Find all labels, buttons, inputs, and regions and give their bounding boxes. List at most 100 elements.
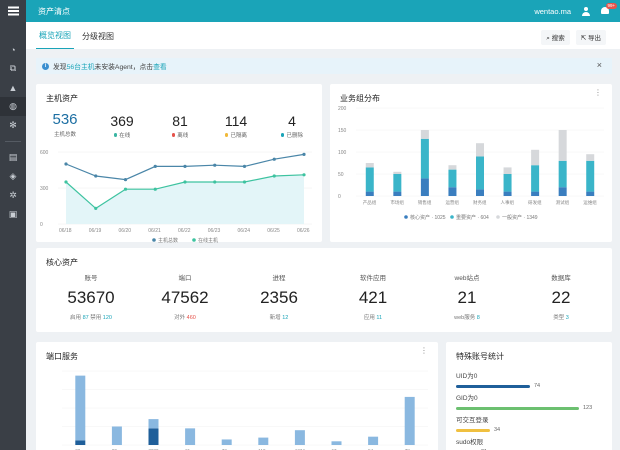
bar-segment[interactable] xyxy=(503,167,512,174)
data-point[interactable] xyxy=(64,162,68,166)
user-icon[interactable] xyxy=(581,6,590,16)
export-button[interactable]: ⇱ 导出 xyxy=(575,30,606,45)
host-stat[interactable]: 369 在线 xyxy=(102,113,142,139)
bar-segment[interactable] xyxy=(531,149,540,166)
data-point[interactable] xyxy=(272,157,276,161)
core-asset-item[interactable]: web站点 21 web服务 8 xyxy=(422,272,512,321)
bar-segment[interactable] xyxy=(294,430,305,445)
bar-segment[interactable] xyxy=(111,426,122,446)
bar-segment[interactable] xyxy=(586,160,595,192)
host-stat[interactable]: 81 离线 xyxy=(160,113,200,139)
bar-segment[interactable] xyxy=(476,189,484,196)
bar-segment[interactable] xyxy=(331,441,342,445)
topology-icon[interactable]: ⧉ xyxy=(9,63,17,73)
dashboard-icon[interactable]: ◔ xyxy=(10,44,16,55)
host-stat-label: 在线 xyxy=(102,131,142,139)
shield-icon[interactable]: ◈ xyxy=(9,171,17,181)
bar-segment[interactable] xyxy=(558,130,567,161)
bar-segment[interactable] xyxy=(365,167,374,192)
bar-segment[interactable] xyxy=(365,191,374,196)
inbox-icon[interactable]: ▣ xyxy=(8,209,18,219)
bar-segment[interactable] xyxy=(75,440,86,445)
core-asset-item[interactable]: 软件应用 421 应用 11 xyxy=(328,272,418,321)
gear-icon[interactable]: ✻ xyxy=(9,120,17,130)
core-asset-item[interactable]: 数据库 22 类型 3 xyxy=(516,272,606,321)
bar-segment[interactable] xyxy=(185,428,196,445)
bar-segment[interactable] xyxy=(586,191,595,196)
warning-icon[interactable]: ▲ xyxy=(8,82,18,93)
bar-segment[interactable] xyxy=(420,138,429,179)
legend-dot xyxy=(450,215,454,219)
bar-segment[interactable] xyxy=(148,428,159,445)
notification-icon[interactable]: 99+ xyxy=(600,3,617,16)
data-point[interactable] xyxy=(213,163,217,167)
file-icon[interactable]: ▤ xyxy=(8,152,18,162)
bar-segment[interactable] xyxy=(476,143,484,157)
bar-segment[interactable] xyxy=(531,165,540,192)
bar-segment[interactable] xyxy=(448,165,457,170)
alert-view-link[interactable]: 查看 xyxy=(153,64,167,71)
core-asset-item[interactable]: 账号 53670 启用 87 禁用 120 xyxy=(46,272,136,321)
data-point[interactable] xyxy=(94,174,98,178)
core-assets-title: 核心资产 xyxy=(46,258,78,267)
bar-segment[interactable] xyxy=(404,396,415,445)
data-point[interactable] xyxy=(302,152,306,156)
special-account-row[interactable]: UID为0 74 xyxy=(456,370,616,389)
bar-segment[interactable] xyxy=(476,156,484,190)
data-point[interactable] xyxy=(64,180,68,184)
bar-segment[interactable] xyxy=(368,436,379,445)
bar-segment[interactable] xyxy=(258,437,269,445)
data-point[interactable] xyxy=(123,187,128,191)
tab-graded[interactable]: 分级视图 xyxy=(82,32,114,41)
bar-segment[interactable] xyxy=(448,169,457,188)
search-button[interactable]: ⌕ 搜索 xyxy=(541,30,570,45)
close-icon[interactable]: × xyxy=(596,60,602,70)
bar-segment[interactable] xyxy=(221,439,232,445)
data-point[interactable] xyxy=(272,174,276,178)
bar-segment[interactable] xyxy=(365,163,374,168)
data-point[interactable] xyxy=(183,164,187,168)
x-tick-label: 67 xyxy=(332,448,338,450)
more-icon[interactable]: ⋮ xyxy=(594,88,602,97)
data-point[interactable] xyxy=(94,206,98,210)
bar-segment[interactable] xyxy=(503,191,512,196)
bar-segment[interactable] xyxy=(558,160,567,188)
gear-shield-icon[interactable]: ✲ xyxy=(9,190,17,200)
data-point[interactable] xyxy=(213,180,217,184)
bar-segment[interactable] xyxy=(503,174,512,192)
data-point[interactable] xyxy=(242,180,247,184)
tab-overview[interactable]: 概览视图 xyxy=(36,30,74,49)
special-account-row[interactable]: 可交互登录 34 xyxy=(456,414,616,433)
data-point[interactable] xyxy=(153,164,157,168)
menu-toggle-button[interactable] xyxy=(0,0,26,22)
data-point[interactable] xyxy=(183,180,187,184)
bar-segment[interactable] xyxy=(393,174,402,192)
bar-segment[interactable] xyxy=(75,375,86,441)
bar-segment[interactable] xyxy=(448,187,457,196)
alert-host-link[interactable]: 56台主机 xyxy=(66,64,95,71)
core-asset-item[interactable]: 进程 2356 新增 12 xyxy=(234,272,324,321)
bar-segment[interactable] xyxy=(558,187,567,196)
bar-segment[interactable] xyxy=(420,178,429,196)
bar-segment[interactable] xyxy=(420,130,429,139)
data-point[interactable] xyxy=(153,187,157,191)
bar-segment[interactable] xyxy=(586,154,595,161)
bar-segment[interactable] xyxy=(393,191,402,196)
host-total-stat[interactable]: 536 主机总数 xyxy=(44,111,86,138)
data-point[interactable] xyxy=(302,173,306,177)
core-asset-label: 端口 xyxy=(178,275,192,282)
bar-segment[interactable] xyxy=(393,171,402,174)
export-icon: ⇱ xyxy=(580,35,587,42)
host-stat[interactable]: 4 已删除 xyxy=(272,113,312,139)
bar-segment[interactable] xyxy=(148,419,159,429)
special-account-row[interactable]: sudo权限21 xyxy=(456,436,616,450)
special-account-row[interactable]: GID为0 123 xyxy=(456,392,616,411)
user-name[interactable]: wentao.ma xyxy=(534,6,571,16)
data-point[interactable] xyxy=(123,178,128,182)
more-icon[interactable]: ⋮ xyxy=(420,346,428,355)
data-point[interactable] xyxy=(242,164,247,168)
host-stat[interactable]: 114 已隔离 xyxy=(216,113,256,139)
core-asset-item[interactable]: 端口 47562 对外 460 xyxy=(140,272,230,321)
bar-segment[interactable] xyxy=(531,191,540,196)
globe-icon[interactable]: ◍ xyxy=(0,97,26,116)
